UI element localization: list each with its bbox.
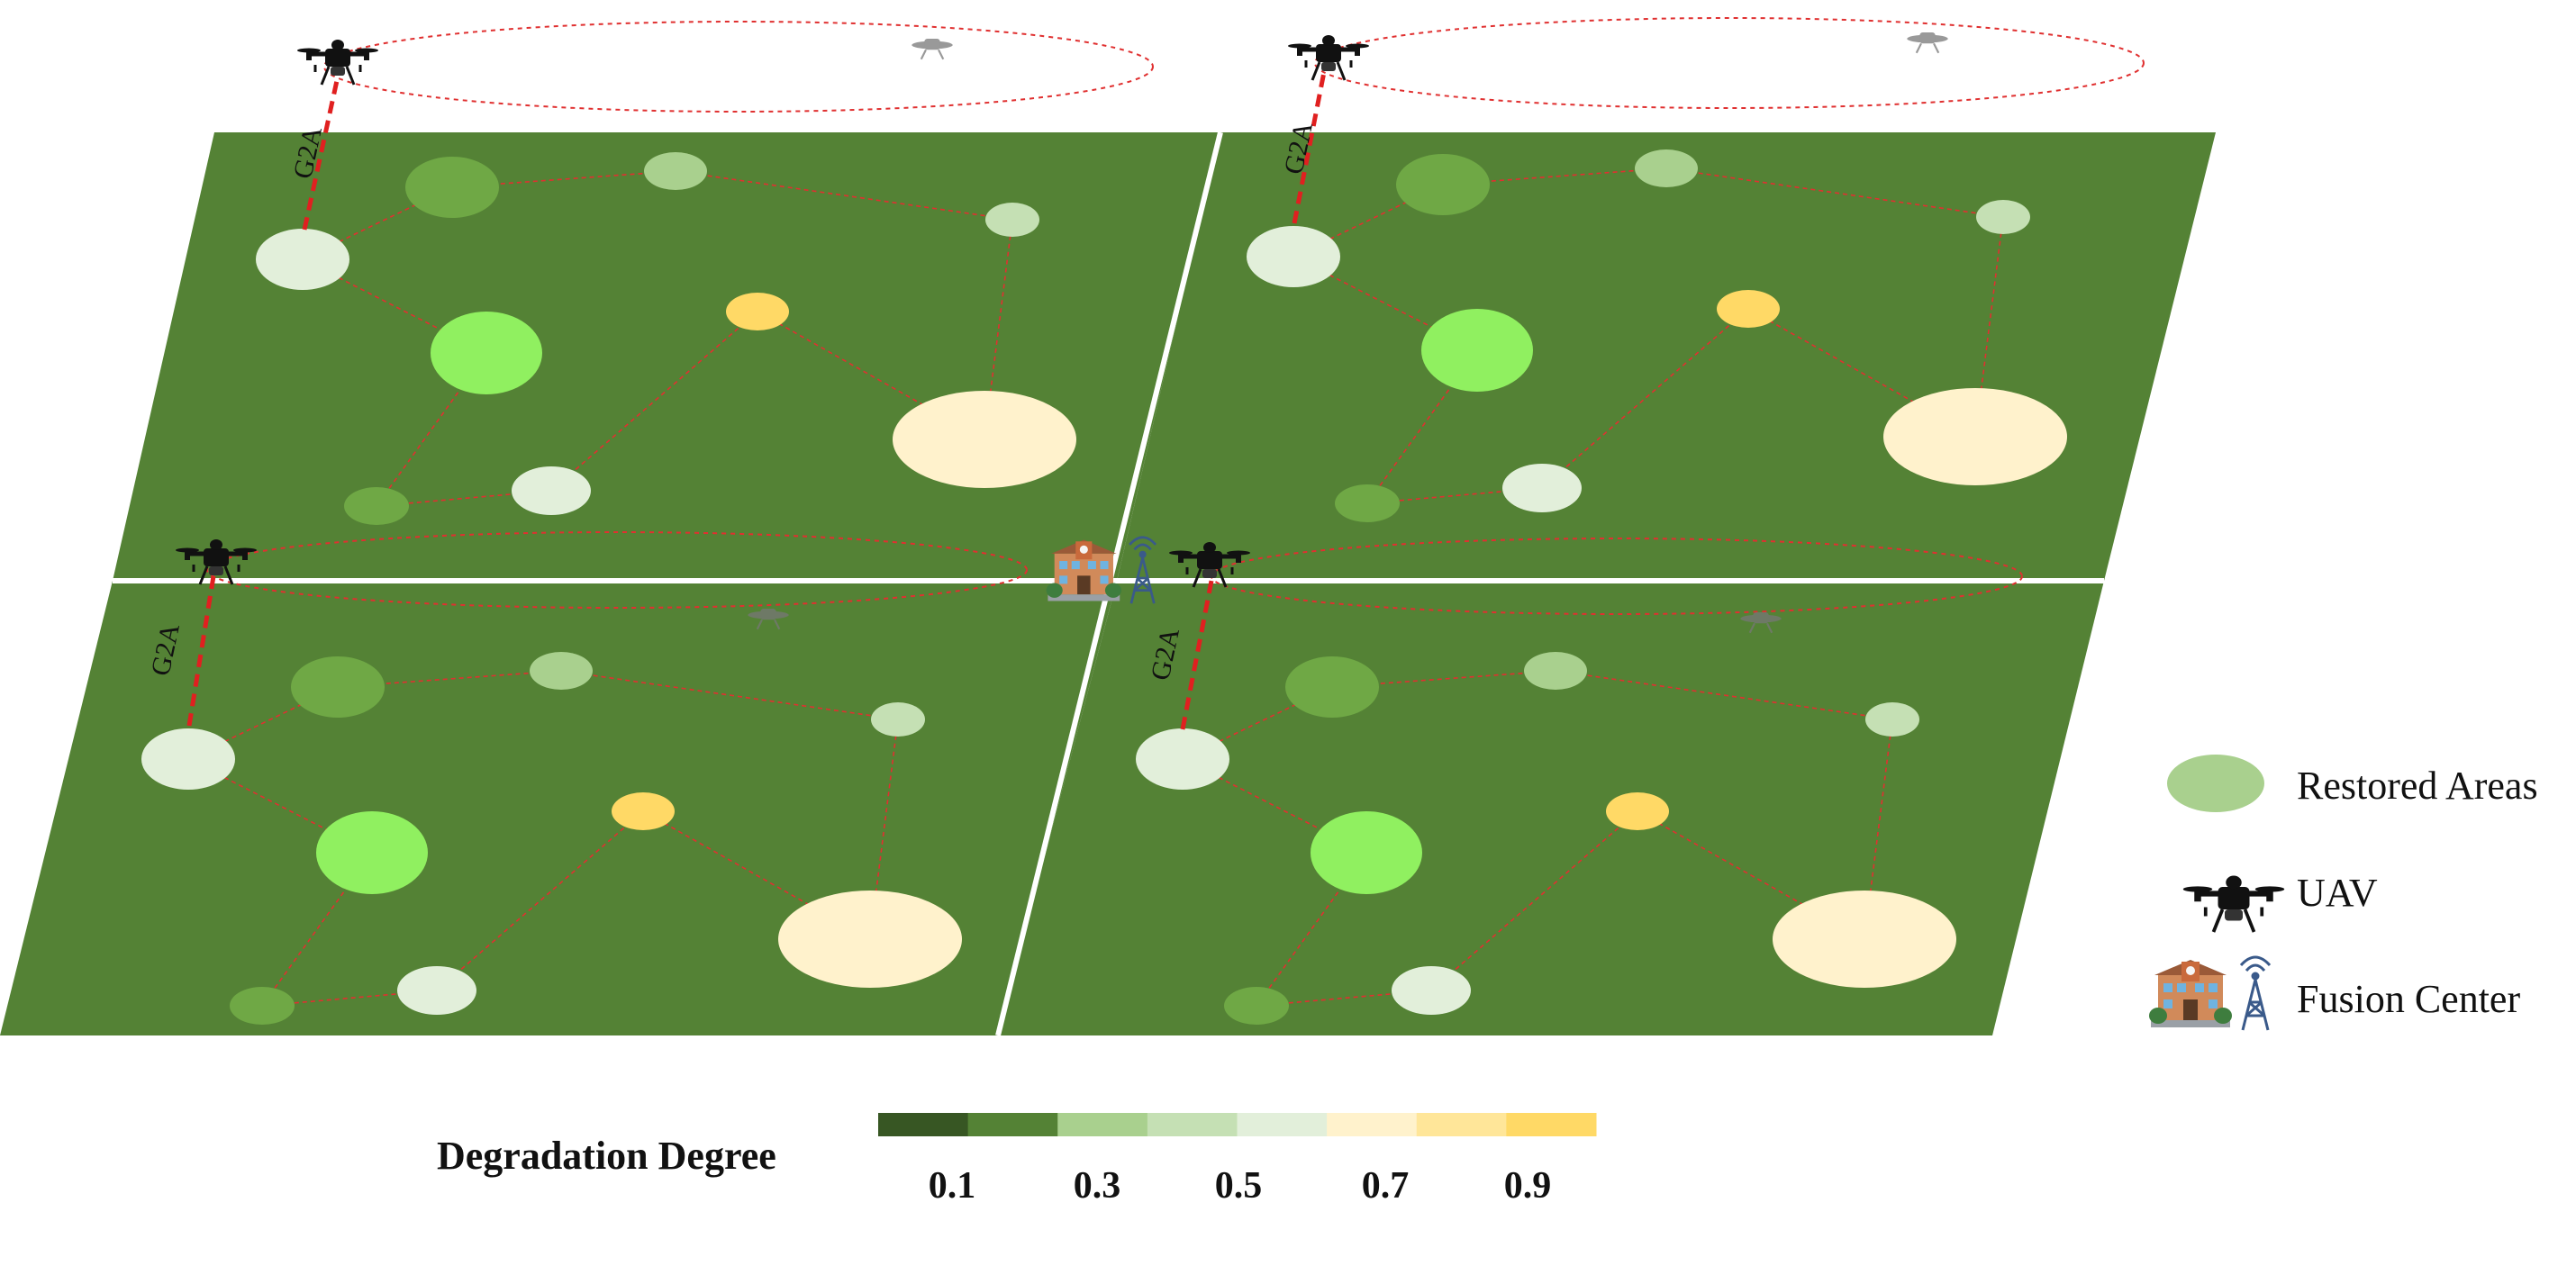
network-edge [1541, 308, 1749, 489]
colorbar-segment [967, 1113, 1058, 1136]
area-node [1883, 388, 2067, 485]
colorbar-segment [1237, 1113, 1328, 1136]
network-edge [869, 719, 899, 940]
area-node [1502, 464, 1582, 512]
area-node [1335, 484, 1400, 522]
area-node [1524, 652, 1587, 690]
area-node [291, 656, 385, 718]
colorbar-tick-label: 0.9 [1504, 1165, 1552, 1207]
area-node [1224, 987, 1289, 1025]
area-node [230, 987, 295, 1025]
colorbar-tick-label: 0.7 [1362, 1165, 1410, 1207]
uav-faint-icon-top-left [911, 37, 954, 60]
area-node [1136, 728, 1229, 790]
uav-legend-label: UAV [2297, 871, 2378, 915]
area-node [512, 466, 591, 515]
field-top-right [1117, 132, 2216, 581]
colorbar-segment [878, 1113, 969, 1136]
area-node [893, 391, 1076, 488]
area-network-bottom-left [141, 652, 962, 1025]
network-edge [337, 670, 562, 688]
network-edge [376, 352, 487, 507]
area-node [985, 203, 1039, 237]
area-node [141, 728, 235, 790]
colorbar-segment [1416, 1113, 1507, 1136]
colorbar-tick-labels: 0.1 0.3 0.5 0.7 0.9 [929, 1165, 1552, 1207]
network-edge [1974, 216, 2004, 438]
g2a-link-bottom-left [186, 575, 216, 727]
g2a-link-top-right [1292, 71, 1327, 224]
network-edge [1864, 719, 1893, 940]
area-node [1773, 891, 1956, 988]
area-node [1396, 154, 1490, 215]
area-node [1392, 966, 1471, 1015]
restored-areas-label: Restored Areas [2297, 764, 2538, 808]
drone-icon [2183, 876, 2285, 933]
area-node [871, 702, 925, 737]
area-node [1311, 811, 1422, 894]
area-node [397, 966, 476, 1015]
network-edge [1331, 670, 1556, 688]
area-node [344, 487, 409, 525]
network-edge [1442, 167, 1667, 185]
fusion-center-legend-label: Fusion Center [2297, 977, 2520, 1021]
area-networks [141, 149, 2067, 1025]
restored-areas-swatch [2167, 755, 2264, 812]
area-node [612, 792, 675, 830]
network-edge [1430, 810, 1638, 991]
building-tower-icon [2147, 955, 2272, 1032]
area-node [431, 312, 542, 394]
area-node [1635, 149, 1698, 187]
colorbar-segment [1057, 1113, 1148, 1136]
g2a-links [186, 71, 1327, 730]
area-node [1285, 656, 1379, 718]
network-edge [1256, 852, 1367, 1007]
colorbar-segment [1147, 1113, 1238, 1136]
network-edge [550, 311, 758, 492]
colorbar-title: Degradation Degree [437, 1134, 776, 1178]
colorbar-segments [878, 1113, 1597, 1136]
degradation-colorbar: Degradation Degree 0.1 0.3 0.5 0.7 0.9 [437, 1113, 1597, 1207]
area-node [644, 152, 707, 190]
area-node [1247, 226, 1340, 287]
network-edge [642, 810, 871, 940]
area-node [1976, 200, 2030, 234]
uav-faint-icon-top-right [1906, 31, 1949, 54]
g2a-link-bottom-right [1180, 580, 1214, 730]
colorbar-tick-label: 0.3 [1074, 1165, 1121, 1207]
field-top-left [113, 132, 1220, 581]
colorbar-segment [1506, 1113, 1597, 1136]
network-edge [757, 311, 985, 440]
area-node [778, 891, 962, 988]
network-edge [984, 219, 1013, 440]
area-node [405, 157, 499, 218]
area-node [256, 229, 349, 290]
g2a-link-top-left [302, 76, 340, 231]
area-node [1717, 290, 1780, 328]
network-edge [1366, 349, 1478, 504]
area-node [316, 811, 428, 894]
area-network-top-right [1247, 149, 2067, 522]
colorbar-segment [1327, 1113, 1418, 1136]
uav-icon-top-right [1288, 35, 1369, 80]
uav-route-top-left [323, 21, 1154, 113]
legend: Restored Areas UAV Fusion Center [2147, 755, 2538, 1032]
network-edge [436, 810, 644, 991]
area-node [530, 652, 593, 690]
area-network-bottom-right [1136, 652, 1956, 1025]
colorbar-tick-label: 0.5 [1215, 1165, 1263, 1207]
area-node [726, 293, 789, 330]
colorbar-tick-label: 0.1 [929, 1165, 976, 1207]
network-edge [261, 852, 373, 1007]
area-node [1865, 702, 1919, 737]
network-edge [1747, 308, 1976, 438]
area-node [1606, 792, 1669, 830]
area-network-top-left [256, 152, 1076, 525]
uav-route-top-right [1314, 17, 2145, 109]
network-edge [1637, 810, 1865, 940]
area-node [1421, 309, 1533, 392]
network-edge [451, 170, 676, 188]
